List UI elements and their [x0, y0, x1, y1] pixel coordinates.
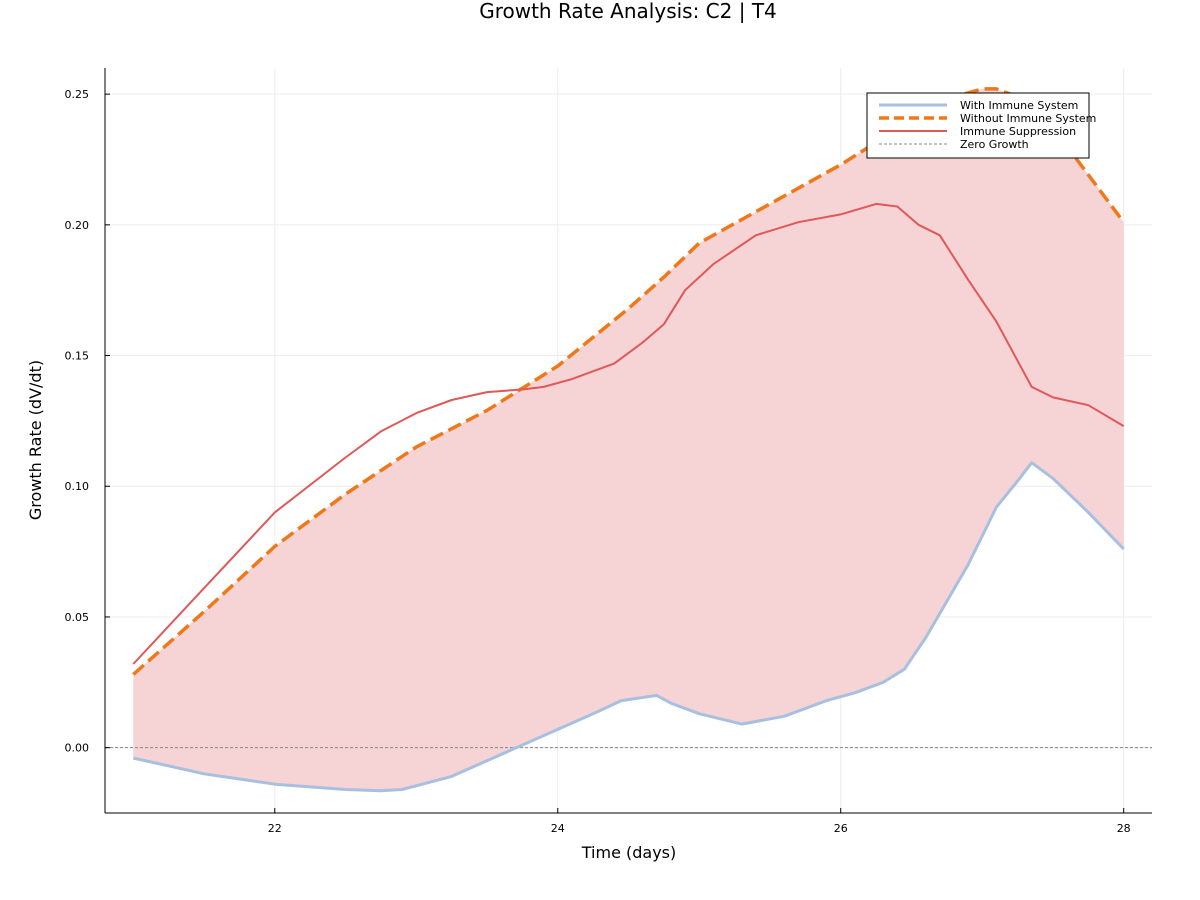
y-tick-label-2: 0.10 — [65, 480, 90, 493]
chart-title: Growth Rate Analysis: C2 | T4 — [479, 0, 777, 23]
y-axis-label: Growth Rate (dV/dt) — [26, 360, 45, 520]
series-with-immune-system — [132, 461, 1125, 793]
x-tick-label-2: 26 — [834, 822, 848, 835]
x-tick-label-3: 28 — [1117, 822, 1131, 835]
legend-label-0: With Immune System — [960, 99, 1078, 112]
y-tick-label-4: 0.20 — [65, 219, 90, 232]
axes: 22 24 26 28 0.00 0.05 0.10 0.15 0.20 0.25 — [65, 68, 1152, 835]
legend-label-2: Immune Suppression — [960, 125, 1076, 138]
legend-label-1: Without Immune System — [960, 112, 1096, 125]
x-tick-label-0: 22 — [268, 822, 282, 835]
series-layer — [105, 87, 1152, 793]
legend-label-3: Zero Growth — [960, 138, 1029, 151]
y-tick-label-5: 0.25 — [65, 88, 90, 101]
x-axis-label: Time (days) — [581, 843, 677, 862]
series-immune-suppression — [132, 202, 1125, 665]
x-tick-label-1: 24 — [551, 822, 565, 835]
immune-difference-fill — [133, 88, 1124, 791]
y-tick-label-1: 0.05 — [65, 611, 90, 624]
y-tick-label-0: 0.00 — [65, 742, 90, 755]
fill-area — [133, 88, 1124, 791]
series-without-immune-system — [132, 87, 1126, 676]
legend-box — [866, 92, 1090, 159]
y-tick-label-3: 0.15 — [65, 350, 90, 363]
